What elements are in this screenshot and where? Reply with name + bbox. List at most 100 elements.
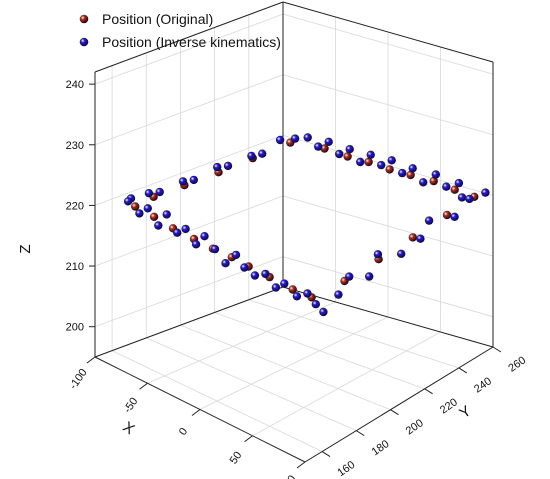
y-axis-title: Y	[456, 402, 474, 422]
data-point	[149, 212, 159, 221]
data-point	[261, 269, 270, 279]
y-tick-mark	[390, 409, 399, 416]
data-point	[144, 189, 154, 198]
data-point	[424, 216, 434, 225]
back-wall-grid	[94, 2, 284, 351]
data-point	[143, 204, 152, 213]
data-point	[366, 150, 375, 159]
data-point	[154, 221, 163, 230]
side-wall-gridline	[282, 74, 494, 136]
floor-gridline	[180, 324, 391, 411]
floor-gridline	[199, 316, 389, 410]
y-tick-label: 160	[335, 459, 357, 479]
data-point	[377, 160, 386, 170]
data-point	[319, 307, 328, 317]
data-point	[431, 170, 440, 179]
floor-gridline	[214, 312, 425, 390]
data-point	[364, 157, 373, 167]
data-point	[290, 134, 300, 143]
y-axis-ticks: 160 180 200 220 240 260	[321, 346, 528, 479]
legend: Position (Original) Position (Inverse ki…	[79, 11, 281, 50]
data-point	[292, 292, 302, 301]
data-point	[450, 212, 459, 221]
y-tick-mark	[458, 367, 468, 374]
data-point	[178, 177, 188, 186]
y-tick-label: 260	[506, 354, 528, 374]
floor-gridline	[147, 301, 336, 384]
data-point	[397, 249, 406, 258]
y-tick-mark	[492, 346, 502, 353]
side-wall-gridline	[282, 195, 494, 257]
data-point	[450, 185, 459, 194]
legend-marker-inverse-kinematics	[79, 37, 89, 47]
data-point	[419, 178, 428, 187]
z-tick-label: 230	[66, 140, 84, 152]
data-point	[303, 289, 312, 298]
x-tick-mark	[244, 435, 253, 443]
data-point	[247, 151, 256, 161]
legend-item-original[interactable]: Position (Original)	[79, 11, 214, 27]
data-point	[223, 161, 233, 171]
x-tick-label: 100	[278, 473, 298, 479]
data-point	[162, 210, 171, 219]
z-tick-label: 220	[66, 200, 84, 212]
data-point	[465, 194, 474, 204]
data-point	[408, 233, 417, 242]
z-tick-label: 240	[66, 79, 84, 91]
x-tick-label: -50	[122, 396, 141, 416]
data-point	[173, 228, 182, 237]
z-tick-label: 210	[66, 261, 84, 273]
data-point	[335, 149, 344, 159]
floor-grid	[94, 286, 494, 463]
data-point	[303, 133, 312, 142]
data-point	[454, 178, 464, 188]
y-tick-mark	[356, 430, 365, 437]
axes-box-edge	[282, 1, 494, 63]
x-tick-mark	[139, 382, 148, 390]
data-point	[155, 187, 164, 197]
legend-label-inverse-kinematics: Position (Inverse kinematics)	[102, 34, 281, 50]
data-point	[356, 157, 365, 167]
floor-gridline	[252, 331, 441, 437]
back-wall-gridline	[94, 135, 284, 206]
floor-gridline	[146, 337, 357, 432]
data-point	[416, 234, 425, 243]
legend-item-inverse-kinematics[interactable]: Position (Inverse kinematics)	[79, 34, 281, 50]
legend-label-original: Position (Original)	[102, 11, 213, 27]
data-point	[288, 285, 297, 294]
legend-marker-original	[79, 14, 89, 24]
side-wall-gridline	[282, 256, 494, 318]
data-point	[481, 188, 490, 197]
data-point	[231, 250, 241, 260]
data-point	[250, 271, 260, 280]
x-tick-mark	[86, 356, 96, 364]
series-inverse-kinematics	[123, 133, 490, 317]
floor-gridline	[111, 350, 323, 452]
data-point	[442, 182, 451, 191]
axes-box-edge	[94, 286, 284, 358]
data-point	[221, 259, 230, 268]
x-tick-label: 50	[228, 450, 245, 467]
back-wall-gridline	[94, 256, 284, 328]
data-point	[343, 152, 352, 161]
data-point	[387, 156, 396, 165]
y-tick-label: 180	[370, 438, 392, 458]
data-point	[280, 279, 289, 288]
data-point	[345, 145, 354, 154]
data-point	[442, 210, 452, 220]
x-tick-label: -100	[67, 367, 89, 392]
floor-gridline	[248, 299, 459, 369]
axes-box-edge	[304, 346, 494, 463]
data-point	[334, 290, 343, 299]
data-point	[324, 137, 333, 146]
data-point	[200, 232, 209, 241]
z-axis-title: Z	[17, 244, 34, 253]
data-point	[398, 168, 407, 178]
axes-box-edge	[94, 1, 284, 73]
side-wall-gridline	[282, 13, 494, 75]
data-point	[429, 176, 438, 186]
x-tick-label: 0	[177, 426, 190, 438]
back-wall-gridline	[94, 13, 284, 85]
data-point	[213, 162, 222, 172]
data-point	[123, 197, 133, 206]
